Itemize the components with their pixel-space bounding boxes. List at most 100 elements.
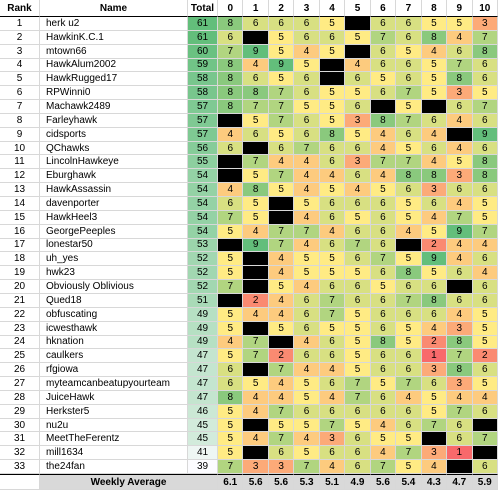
score-cell: 5	[421, 390, 448, 405]
name-cell: Qued18	[40, 293, 188, 308]
total-cell: 61	[188, 17, 218, 31]
empty-score-cell	[218, 169, 244, 184]
score-cell: 6	[370, 266, 397, 281]
column-header: 3	[294, 0, 320, 17]
score-cell: 7	[396, 377, 422, 391]
empty-score-cell	[218, 113, 244, 128]
weekly-average: 5.6	[243, 474, 269, 490]
score-cell: 7	[243, 349, 269, 364]
score-cell: 6	[370, 307, 397, 322]
score-cell: 7	[268, 100, 295, 114]
total-cell: 39	[188, 460, 218, 474]
score-cell: 6	[345, 141, 371, 156]
score-cell: 6	[447, 266, 473, 281]
score-cell: 5	[294, 418, 320, 433]
footer-label: Weekly Average	[40, 474, 218, 490]
column-header: 7	[396, 0, 422, 17]
score-cell: 4	[447, 307, 473, 322]
score-cell: 6	[472, 404, 498, 419]
score-cell: 7	[319, 293, 346, 308]
score-cell: 8	[218, 58, 244, 73]
score-cell: 4	[319, 390, 346, 405]
score-cell: 6	[421, 197, 448, 211]
score-cell: 6	[319, 155, 346, 170]
score-cell: 3	[243, 460, 269, 474]
score-cell: 6	[370, 197, 397, 211]
empty-score-cell	[243, 141, 269, 156]
score-cell: 6	[294, 72, 320, 87]
score-cell: 5	[218, 307, 244, 322]
score-cell: 6	[319, 349, 346, 364]
score-cell: 6	[345, 432, 371, 447]
rank-cell: 3	[0, 44, 40, 59]
score-cell: 6	[345, 446, 371, 461]
score-cell: 8	[243, 183, 269, 198]
rank-cell: 12	[0, 169, 40, 184]
score-cell: 4	[447, 141, 473, 156]
empty-score-cell	[472, 418, 498, 433]
score-cell: 6	[294, 321, 320, 336]
empty-score-cell	[447, 280, 473, 294]
column-header: 10	[472, 0, 498, 17]
total-cell: 61	[188, 30, 218, 45]
empty-score-cell	[243, 446, 269, 461]
total-cell: 58	[188, 86, 218, 101]
score-cell: 6	[447, 44, 473, 59]
rank-cell: 32	[0, 446, 40, 461]
score-cell: 5	[447, 155, 473, 170]
score-cell: 5	[294, 377, 320, 391]
score-cell: 7	[447, 349, 473, 364]
weekly-average: 5.6	[268, 474, 295, 490]
total-cell: 54	[188, 183, 218, 198]
empty-score-cell	[472, 446, 498, 461]
score-cell: 4	[447, 197, 473, 211]
score-cell: 8	[421, 30, 448, 45]
total-cell: 51	[188, 293, 218, 308]
weekly-average: 5.6	[370, 474, 397, 490]
total-cell: 52	[188, 252, 218, 267]
rank-cell: 14	[0, 197, 40, 211]
score-cell: 6	[370, 224, 397, 239]
score-cell: 6	[370, 321, 397, 336]
score-cell: 7	[268, 113, 295, 128]
footer-blank	[0, 474, 40, 490]
score-cell: 8	[396, 266, 422, 281]
score-cell: 5	[243, 377, 269, 391]
score-cell: 6	[294, 127, 320, 142]
score-cell: 9	[472, 127, 498, 142]
score-cell: 6	[345, 72, 371, 87]
score-cell: 3	[421, 446, 448, 461]
score-cell: 7	[294, 460, 320, 474]
score-cell: 6	[370, 349, 397, 364]
score-cell: 5	[472, 335, 498, 350]
rank-cell: 31	[0, 432, 40, 447]
score-cell: 3	[421, 183, 448, 198]
score-cell: 6	[345, 404, 371, 419]
empty-score-cell	[243, 266, 269, 281]
name-cell: hwk23	[40, 266, 188, 281]
rank-cell: 13	[0, 183, 40, 198]
score-cell: 6	[421, 307, 448, 322]
score-cell: 5	[396, 44, 422, 59]
score-cell: 6	[421, 141, 448, 156]
score-cell: 6	[268, 17, 295, 31]
score-cell: 5	[218, 252, 244, 267]
score-cell: 3	[447, 86, 473, 101]
score-cell: 8	[421, 169, 448, 184]
rank-cell: 22	[0, 307, 40, 322]
score-cell: 8	[447, 335, 473, 350]
rank-cell: 28	[0, 390, 40, 405]
rank-cell: 9	[0, 127, 40, 142]
score-cell: 4	[268, 390, 295, 405]
score-cell: 6	[396, 349, 422, 364]
total-cell: 54	[188, 224, 218, 239]
score-cell: 5	[319, 17, 346, 31]
score-cell: 6	[396, 183, 422, 198]
name-cell: QChawks	[40, 141, 188, 156]
score-cell: 5	[421, 72, 448, 87]
score-cell: 4	[447, 113, 473, 128]
total-cell: 47	[188, 363, 218, 378]
score-cell: 6	[345, 460, 371, 474]
score-cell: 5	[268, 321, 295, 336]
score-cell: 6	[345, 252, 371, 267]
